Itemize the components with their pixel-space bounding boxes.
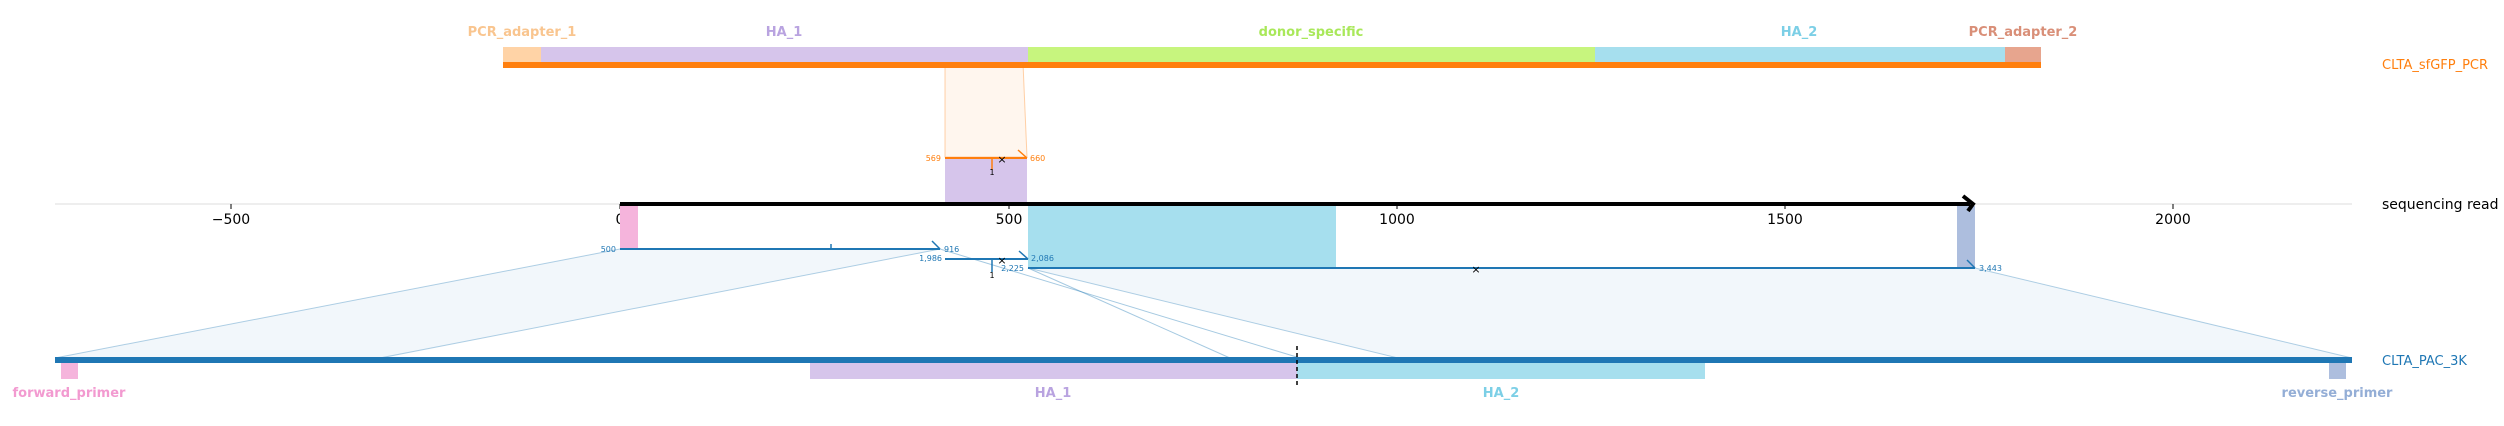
alignment-mismatch-count: 1 — [989, 168, 994, 177]
alignment-read-end: 660 — [1030, 154, 1045, 163]
read-arrowhead — [1961, 194, 1976, 213]
feature-reverse-primer — [2329, 363, 2346, 379]
reference-bar — [55, 357, 2352, 363]
feature-label-ha-2: HA_2 — [1781, 25, 1818, 40]
feature-ha-1 — [810, 363, 1297, 379]
feature-label-pcr-adapter-2: PCR_adapter_2 — [1969, 25, 2078, 40]
read-overlap-forward-primer — [620, 206, 638, 249]
mismatch-marker: × — [997, 254, 1006, 267]
feature-label-reverse-primer: reverse_primer — [2282, 386, 2394, 401]
axis-tick-label: 1000 — [1379, 212, 1415, 228]
alignment-ref-start: 1,986 — [919, 254, 942, 263]
axis-tick-label: 2000 — [2155, 212, 2191, 228]
reference-name-top: CLTA_sfGFP_PCR — [2382, 58, 2488, 73]
reference-name-bottom: CLTA_PAC_3K — [2382, 354, 2467, 369]
feature-label-donor-specific: donor_specific — [1259, 25, 1364, 40]
alignment-ref-end: 3,443 — [1979, 264, 2002, 273]
feature-label-ha-2: HA_2 — [1483, 386, 1520, 401]
axis-tick-label: 500 — [996, 212, 1023, 228]
read-name: sequencing read — [2382, 197, 2498, 213]
feature-ha-1 — [541, 47, 1028, 63]
axis-tick-label: 1500 — [1767, 212, 1803, 228]
alignment-mismatch-count: 1 — [989, 271, 994, 280]
feature-label-forward-primer: forward_primer — [13, 386, 127, 401]
bottom-alignments: 500 916 1,986 × 1 × 2,086 2,225 3,443 — [601, 240, 2002, 280]
read-overlap-reverse-primer — [1957, 206, 1975, 268]
alignment-read-start: 2,086 — [1031, 254, 1054, 263]
feature-pcr-adapter-1 — [503, 47, 541, 63]
read-overlap-ha-2 — [1028, 206, 1336, 268]
mismatch-marker: × — [997, 153, 1006, 166]
alignment-ref-start: 2,225 — [1001, 264, 1024, 273]
alignment-read-start: 500 — [601, 245, 616, 254]
bottom-reference: forward_primer HA_1 HA_2 reverse_primer … — [13, 346, 2467, 401]
axis-tick-label: −500 — [212, 212, 250, 228]
reference-bar — [503, 62, 2041, 68]
feature-label-pcr-adapter-1: PCR_adapter_1 — [468, 25, 577, 40]
mismatch-marker: × — [1471, 263, 1480, 276]
alignment-read-start: 569 — [926, 154, 941, 163]
top-reference: PCR_adapter_1 HA_1 donor_specific HA_2 P… — [468, 25, 2488, 73]
feature-label-ha-1: HA_1 — [766, 25, 803, 40]
feature-label-ha-1: HA_1 — [1035, 386, 1072, 401]
top-alignment: × 569 660 1 — [926, 149, 1045, 204]
feature-donor-specific — [1028, 47, 1595, 63]
sequencing-read: sequencing read — [620, 194, 2498, 268]
feature-ha-2 — [1297, 363, 1705, 379]
read-overlap-ha-1 — [945, 158, 1027, 204]
feature-pcr-adapter-2 — [2005, 47, 2041, 63]
alignment-read-end: 916 — [944, 245, 959, 254]
feature-ha-2 — [1595, 47, 2005, 63]
feature-forward-primer — [61, 363, 78, 379]
alignment-shading — [54, 62, 2353, 359]
